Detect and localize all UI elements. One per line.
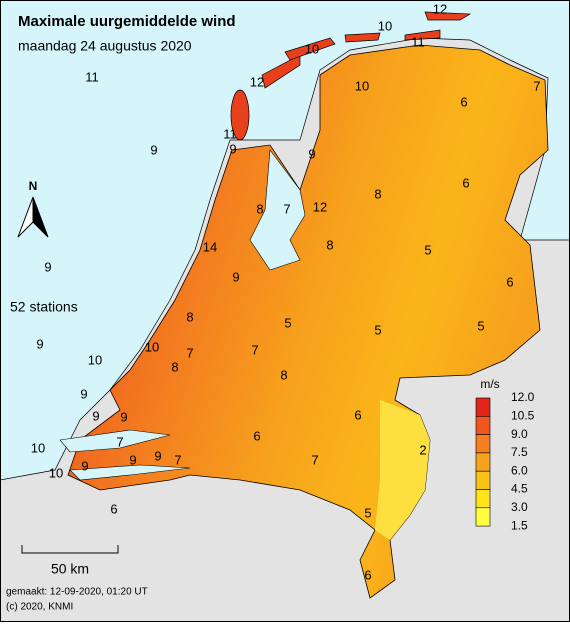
north-label: N	[29, 179, 38, 193]
station-value: 5	[424, 242, 431, 257]
subtitle: maandag 24 augustus 2020	[18, 38, 192, 54]
station-value: 8	[256, 201, 263, 216]
legend-tick: 7.5	[511, 445, 528, 459]
station-count: 52 stations	[10, 299, 78, 315]
oosterschelde	[59, 429, 171, 453]
station-value: 12	[250, 74, 264, 89]
legend-unit: m/s	[480, 377, 499, 391]
terschelling	[284, 37, 336, 61]
station-value: 9	[92, 408, 99, 423]
legend-swatch	[475, 470, 491, 490]
sea	[0, 0, 570, 481]
legend-tick: 3.0	[511, 500, 528, 514]
legend-swatch	[475, 434, 491, 454]
legend: 12.0 10.5 9.0 7.5 6.0 4.5 3.0 1.5	[475, 390, 535, 532]
station-value: 11	[411, 34, 425, 49]
legend-swatch	[475, 489, 491, 509]
station-value: 10	[49, 465, 63, 480]
station-value: 5	[364, 505, 371, 520]
station-value: 9	[150, 142, 157, 157]
ameland	[344, 32, 381, 43]
title: Maximale uurgemiddelde wind	[18, 13, 236, 30]
vlieland	[261, 54, 301, 89]
arrow-right	[32, 196, 49, 238]
station-value: 10	[145, 339, 159, 354]
station-value: 14	[203, 239, 217, 254]
schiermonnikoog	[404, 29, 441, 41]
station-value: 9	[154, 448, 161, 463]
legend-swatch	[475, 452, 491, 472]
station-value: 7	[311, 452, 318, 467]
station-value: 6	[253, 428, 260, 443]
made: gemaakt: 12-09-2020, 01:20 UT	[6, 587, 148, 598]
station-value: 5	[477, 318, 484, 333]
station-value: 8	[326, 237, 333, 252]
station-value: 9	[120, 409, 127, 424]
station-value: 6	[110, 501, 117, 516]
limburg-low	[375, 400, 430, 540]
station-value: 11	[223, 126, 237, 141]
legend-tick: 10.5	[511, 408, 535, 422]
station-value: 6	[354, 407, 361, 422]
station-value: 7	[251, 342, 258, 357]
station-value: 11	[85, 69, 99, 84]
station-value: 9	[44, 259, 51, 274]
legend-tick: 9.0	[511, 427, 528, 441]
station-value: 9	[232, 269, 239, 284]
legend-tick: 6.0	[511, 463, 528, 477]
station-value: 10	[355, 78, 369, 93]
station-value: 5	[374, 322, 381, 337]
westerschelde	[69, 464, 191, 481]
scale-label: 50 km	[51, 561, 89, 577]
scale-line	[21, 545, 119, 554]
station-value: 7	[174, 452, 181, 467]
station-value: 8	[374, 186, 381, 201]
station-value: 9	[308, 146, 315, 161]
legend-swatch	[475, 397, 491, 417]
legend-tick: 1.5	[511, 518, 528, 532]
station-value: 6	[462, 175, 469, 190]
station-value: 6	[364, 567, 371, 582]
station-value: 9	[129, 452, 136, 467]
station-value: 12	[433, 1, 447, 16]
station-value: 7	[533, 78, 540, 93]
station-value: 10	[305, 41, 319, 56]
station-value: 10	[31, 440, 45, 455]
station-value: 7	[116, 434, 123, 449]
station-value: 2	[419, 442, 426, 457]
station-value: 7	[186, 345, 193, 360]
station-value: 9	[80, 386, 87, 401]
ijsselmeer	[249, 149, 306, 271]
station-value: 8	[280, 367, 287, 382]
station-value: 9	[81, 458, 88, 473]
station-value: 8	[186, 309, 193, 324]
texel	[230, 89, 250, 141]
north-arrow: N	[17, 179, 49, 238]
station-value: 6	[506, 274, 513, 289]
station-value: 12	[313, 199, 327, 214]
station-value: 6	[460, 94, 467, 109]
copyright: (c) 2020, KNMI	[6, 602, 73, 613]
station-value: 10	[378, 18, 392, 33]
station-value: 9	[229, 141, 236, 156]
station-value: 10	[88, 352, 102, 367]
station-value: 9	[36, 336, 43, 351]
legend-swatch	[475, 507, 491, 527]
rottumeroog	[424, 11, 472, 21]
station-value: 5	[284, 315, 291, 330]
legend-swatch	[475, 415, 491, 435]
scale-bar: 50 km	[21, 545, 119, 577]
station-value: 8	[171, 359, 178, 374]
legend-tick: 4.5	[511, 482, 528, 496]
legend-tick: 12.0	[511, 390, 535, 404]
station-value: 7	[283, 201, 290, 216]
